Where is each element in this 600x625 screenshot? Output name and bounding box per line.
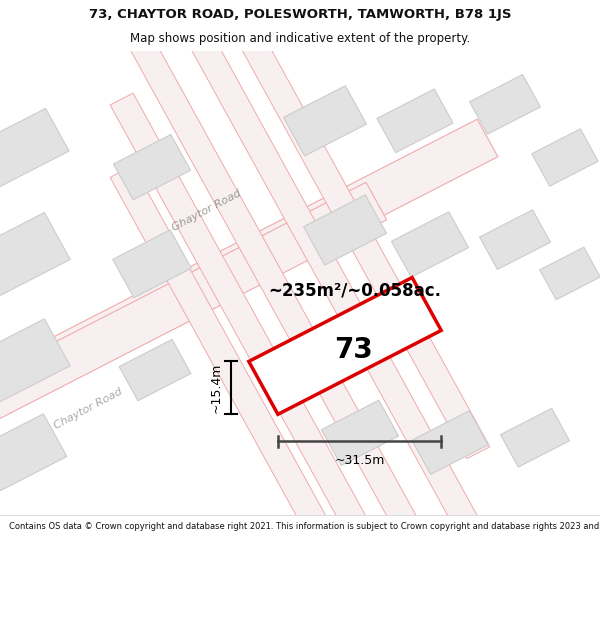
Polygon shape xyxy=(304,195,386,265)
Text: Contains OS data © Crown copyright and database right 2021. This information is : Contains OS data © Crown copyright and d… xyxy=(9,522,600,531)
Text: ~31.5m: ~31.5m xyxy=(334,454,385,467)
Text: Map shows position and indicative extent of the property.: Map shows position and indicative extent… xyxy=(130,32,470,45)
Polygon shape xyxy=(500,408,569,467)
Polygon shape xyxy=(119,339,191,401)
Polygon shape xyxy=(470,74,541,134)
Polygon shape xyxy=(0,119,498,447)
Polygon shape xyxy=(0,108,69,188)
Polygon shape xyxy=(540,248,600,300)
Polygon shape xyxy=(479,210,550,269)
Polygon shape xyxy=(110,166,490,625)
Polygon shape xyxy=(113,230,191,298)
Polygon shape xyxy=(0,213,70,296)
Polygon shape xyxy=(412,411,488,474)
Polygon shape xyxy=(532,129,598,186)
Polygon shape xyxy=(284,86,367,156)
Polygon shape xyxy=(0,414,67,491)
Polygon shape xyxy=(391,212,469,277)
Polygon shape xyxy=(249,278,441,414)
Polygon shape xyxy=(322,400,398,466)
Polygon shape xyxy=(113,134,191,200)
Text: 73: 73 xyxy=(334,336,373,364)
Polygon shape xyxy=(110,1,490,625)
Polygon shape xyxy=(110,0,490,551)
Polygon shape xyxy=(110,0,490,459)
Text: ~235m²/~0.058ac.: ~235m²/~0.058ac. xyxy=(268,282,441,300)
Polygon shape xyxy=(110,93,490,625)
Polygon shape xyxy=(377,89,453,152)
Polygon shape xyxy=(0,182,387,519)
Polygon shape xyxy=(0,319,70,402)
Text: Chaytor Road: Chaytor Road xyxy=(52,386,124,431)
Text: ~15.4m: ~15.4m xyxy=(210,362,223,413)
Text: 73, CHAYTOR ROAD, POLESWORTH, TAMWORTH, B78 1JS: 73, CHAYTOR ROAD, POLESWORTH, TAMWORTH, … xyxy=(89,8,511,21)
Text: Ghaytor Road: Ghaytor Road xyxy=(171,188,243,233)
